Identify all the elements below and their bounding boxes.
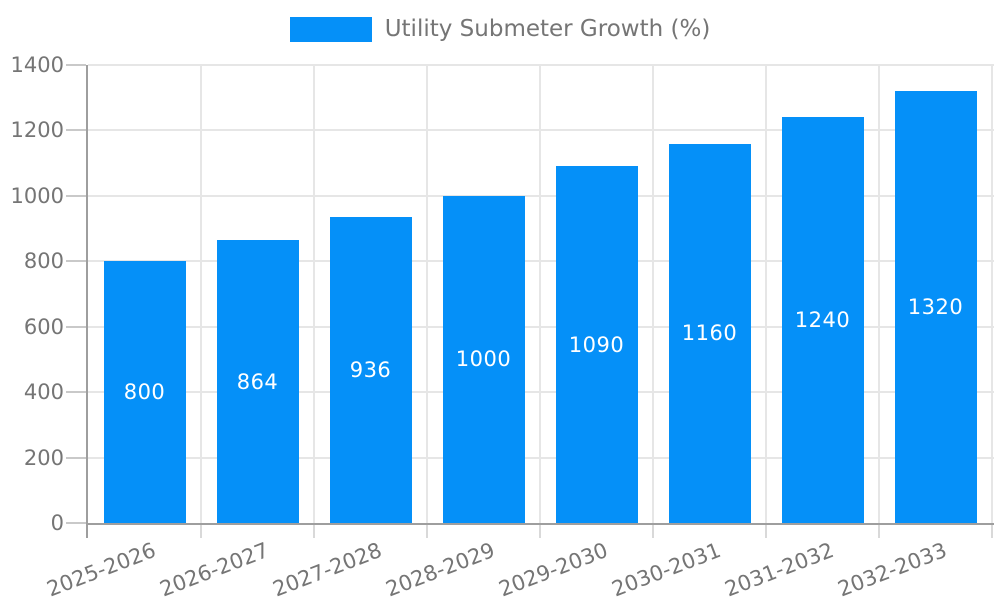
bar-value-label-2025-2026: 800 (123, 380, 166, 405)
x-axis-tick-1 (200, 525, 202, 538)
y-axis-tick-1400 (66, 64, 86, 66)
plot-area: 800 864 936 1000 1090 1160 1240 1320 (66, 64, 994, 538)
bar-2025-2026[interactable]: 800 (103, 261, 186, 523)
x-axis-tick-label-2025-2026: 2025-2026 (43, 538, 160, 600)
x-axis-tick-8 (991, 525, 993, 538)
chart-legend[interactable]: Utility Submeter Growth (%) (0, 16, 1000, 42)
x-axis-tick-6 (765, 525, 767, 538)
x-axis-tick-2 (313, 525, 315, 538)
bar-2027-2028[interactable]: 936 (329, 216, 412, 523)
h-gridline-200 (88, 456, 994, 459)
y-axis-tick-label-1000: 1000 (10, 183, 64, 208)
h-gridline-400 (88, 391, 994, 394)
h-gridline-1400 (88, 64, 994, 66)
legend-series-label: Utility Submeter Growth (%) (384, 16, 711, 42)
legend-color-swatch (289, 16, 372, 42)
bar-value-label-2032-2033: 1320 (907, 295, 964, 320)
y-axis-tick-label-600: 600 (23, 314, 64, 339)
v-gridline-5 (652, 65, 654, 523)
h-gridline-1000 (88, 194, 994, 197)
v-gridline-6 (765, 65, 767, 523)
v-gridline-7 (878, 65, 880, 523)
h-gridline-1200 (88, 129, 994, 132)
y-axis-tick-800 (66, 260, 86, 263)
x-axis-tick-label-2031-2032: 2031-2032 (721, 538, 838, 600)
h-gridline-600 (88, 325, 994, 328)
x-axis-tick-3 (426, 525, 428, 538)
y-axis-tick-1000 (66, 194, 86, 197)
v-gridline-2 (313, 65, 315, 523)
x-axis-tick-label-2026-2027: 2026-2027 (156, 538, 273, 600)
v-gridline-1 (200, 65, 202, 523)
x-axis-tick-label-2029-2030: 2029-2030 (495, 538, 612, 600)
y-axis-tick-label-200: 200 (23, 445, 64, 470)
x-axis-tick-label-2028-2029: 2028-2029 (382, 538, 499, 600)
y-axis-tick-200 (66, 456, 86, 459)
x-axis-tick-5 (652, 525, 654, 538)
bar-value-label-2030-2031: 1160 (681, 321, 738, 346)
bar-2031-2032[interactable]: 1240 (781, 117, 864, 523)
bar-value-label-2029-2030: 1090 (568, 332, 625, 357)
bar-2026-2027[interactable]: 864 (216, 240, 299, 523)
y-axis-tick-label-400: 400 (23, 380, 64, 405)
v-gridline-4 (539, 65, 541, 523)
y-axis-baseline-stub (86, 525, 88, 538)
bar-value-label-2031-2032: 1240 (794, 308, 851, 333)
bar-value-label-2027-2028: 936 (349, 357, 392, 382)
y-axis-tick-600 (66, 325, 86, 328)
x-axis-tick-label-2027-2028: 2027-2028 (269, 538, 386, 600)
v-gridline-3 (426, 65, 428, 523)
bar-2032-2033[interactable]: 1320 (894, 91, 977, 523)
x-axis-tick-7 (878, 525, 880, 538)
h-gridline-800 (88, 260, 994, 263)
y-axis-tick-400 (66, 391, 86, 394)
bar-2029-2030[interactable]: 1090 (555, 166, 638, 523)
y-axis-tick-label-1200: 1200 (10, 118, 64, 143)
y-axis-tick-label-800: 800 (23, 249, 64, 274)
y-axis-tick-1200 (66, 129, 86, 132)
y-axis-tick-label-0: 0 (50, 511, 64, 535)
y-axis-tick-label-1400: 1400 (10, 53, 64, 77)
bar-value-label-2028-2029: 1000 (455, 347, 512, 372)
bar-2030-2031[interactable]: 1160 (668, 143, 751, 523)
bar-value-label-2026-2027: 864 (236, 369, 279, 394)
y-axis-tick-0 (66, 522, 86, 524)
x-axis-tick-label-2032-2033: 2032-2033 (834, 538, 951, 600)
bar-2028-2029[interactable]: 1000 (442, 195, 525, 523)
x-axis-tick-4 (539, 525, 541, 538)
x-axis-tick-label-2030-2031: 2030-2031 (608, 538, 725, 600)
v-gridline-8 (991, 65, 993, 523)
